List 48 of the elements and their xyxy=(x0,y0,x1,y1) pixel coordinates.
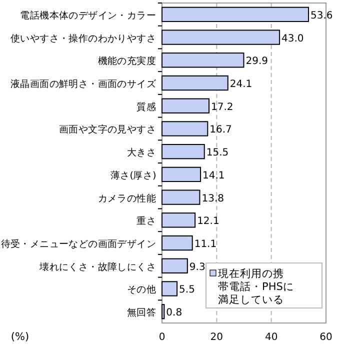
data-label: 9.3 xyxy=(189,262,206,273)
bar xyxy=(162,212,196,228)
data-label: 17.2 xyxy=(211,102,234,113)
x-tick-label: 20 xyxy=(210,332,224,343)
y-tick-label: 薄さ(厚さ) xyxy=(110,169,156,182)
data-label: 15.5 xyxy=(206,148,229,159)
y-tick-label: 壊れにくさ・故障しにくさ xyxy=(38,260,156,273)
bar xyxy=(162,30,280,45)
x-tick-label: 0 xyxy=(158,332,166,343)
data-label: 24.1 xyxy=(230,79,252,90)
bar xyxy=(162,304,165,320)
bar xyxy=(162,52,244,68)
bar xyxy=(162,166,202,182)
bar xyxy=(162,98,210,114)
y-tick-label: 電話機本体のデザイン・カラー xyxy=(20,9,156,22)
data-label: 5.5 xyxy=(179,284,195,296)
bar xyxy=(162,258,188,274)
data-label: 11.1 xyxy=(194,239,217,250)
data-label: 12.1 xyxy=(197,216,220,228)
x-axis-title: (%) xyxy=(10,331,30,343)
y-tick-label: カメラの性能 xyxy=(98,192,156,204)
data-label: 53.6 xyxy=(310,10,333,22)
y-tick-label: 質感 xyxy=(136,100,156,113)
data-label: 43.0 xyxy=(282,33,304,44)
bar xyxy=(162,6,310,22)
data-label: 0.8 xyxy=(166,308,182,319)
y-tick-label: 画面や文字の見やすさ xyxy=(58,124,156,136)
x-tick-label: 40 xyxy=(264,332,278,343)
legend-label: 現在利用の携帯電話・PHSに満足している xyxy=(218,267,294,306)
y-tick-label: 機能の充実度 xyxy=(98,55,156,68)
data-label: 29.9 xyxy=(246,56,268,68)
y-tick-label: 使いやすさ・操作のわかりやすさ xyxy=(10,32,156,44)
y-tick-label: 重さ xyxy=(136,215,156,228)
bar xyxy=(162,144,205,160)
bar xyxy=(162,281,178,296)
y-tick-label: 待受・メニューなどの画面デザイン xyxy=(0,238,156,250)
x-tick-label: 60 xyxy=(320,332,332,343)
bar xyxy=(162,75,228,91)
data-label: 14.1 xyxy=(202,170,225,182)
y-tick-label: その他 xyxy=(126,284,156,296)
y-tick-label: 大きさ xyxy=(126,146,156,159)
y-tick-label: 無回答 xyxy=(126,306,156,319)
bar xyxy=(162,190,200,205)
data-label: 13.8 xyxy=(202,193,224,204)
bar xyxy=(162,121,208,136)
y-tick-label: 液晶画面の鮮明さ・画面のサイズ xyxy=(10,78,158,90)
data-label: 16.7 xyxy=(210,124,232,136)
bar xyxy=(162,235,193,251)
